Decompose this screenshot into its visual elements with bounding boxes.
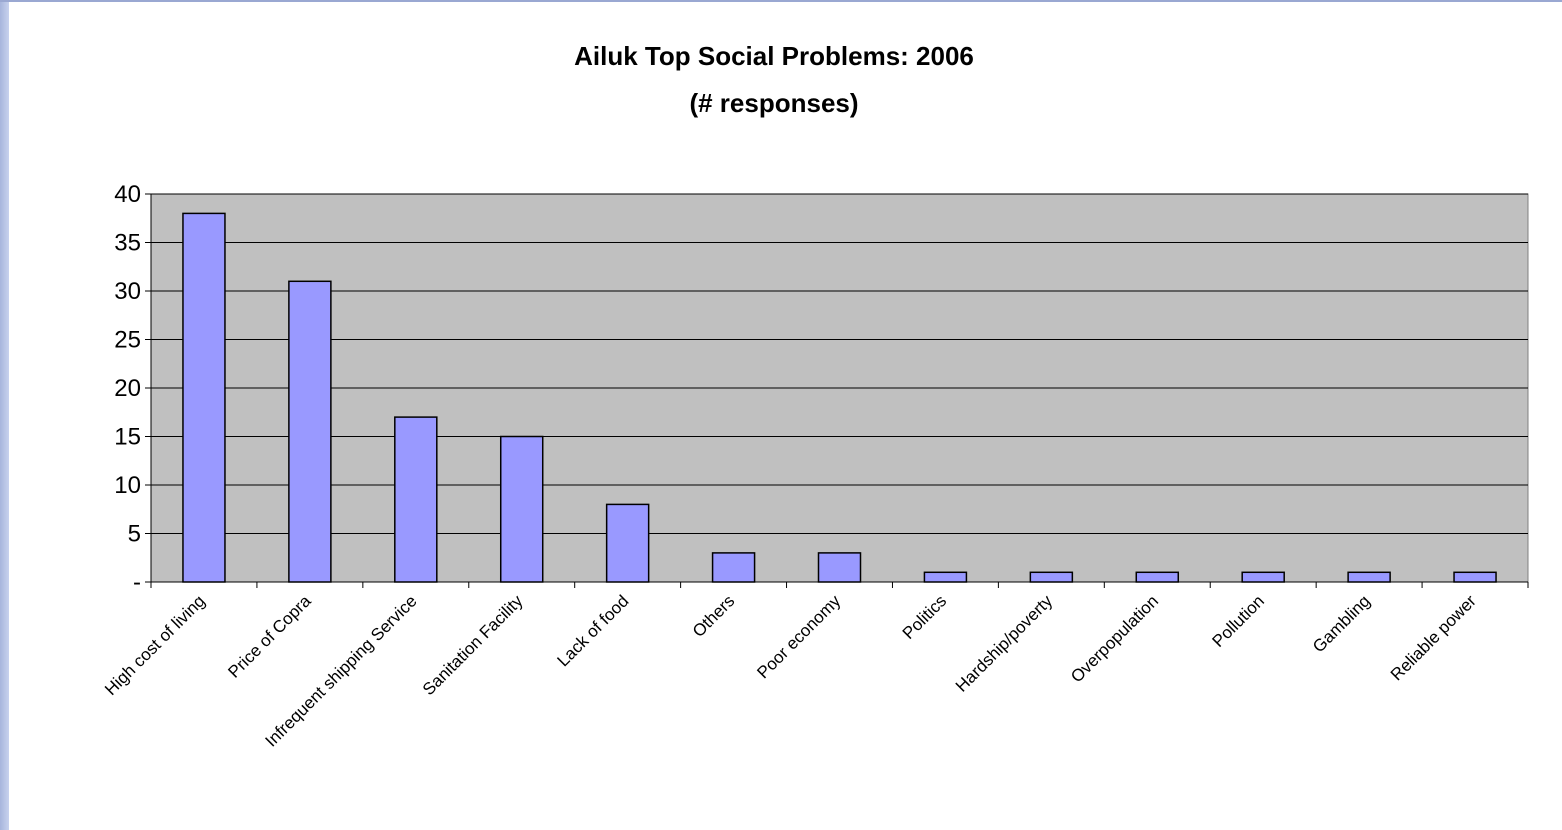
x-tick-label: Lack of food — [554, 591, 633, 670]
window-left-border — [0, 0, 9, 830]
y-tick-label: 20 — [114, 375, 141, 402]
bar — [394, 416, 438, 583]
bar — [1029, 571, 1074, 583]
chart-subtitle: (# responses) — [689, 88, 858, 118]
x-tick-label: Others — [689, 591, 739, 641]
x-axis: High cost of living Price of CopraInfrequ… — [101, 581, 1529, 751]
y-tick-label: 10 — [114, 472, 141, 499]
bars — [182, 212, 1497, 583]
y-tick-label: 40 — [114, 181, 141, 208]
x-tick-label: Reliable power — [1387, 591, 1480, 684]
y-tick-label: 25 — [114, 327, 141, 354]
x-tick-label: Overpopulation — [1067, 591, 1162, 686]
x-tick-label: Poor economy — [753, 591, 844, 682]
x-tick-label: Politics — [899, 591, 951, 643]
gridlines — [151, 193, 1528, 534]
bar — [1241, 571, 1285, 583]
x-tick-label: Sanitation Facility — [419, 591, 527, 699]
bar — [817, 552, 862, 583]
y-tick-label: - — [133, 569, 141, 596]
x-tick-label: Gambling — [1309, 591, 1374, 656]
bar — [288, 280, 332, 583]
chart-title: Ailuk Top Social Problems: 2006 — [574, 41, 974, 71]
bar — [605, 503, 650, 583]
bar — [499, 435, 544, 583]
x-tick-label: Hardship/poverty — [952, 591, 1057, 696]
bar — [1135, 571, 1180, 583]
chart: Ailuk Top Social Problems: 2006 (# respo… — [101, 41, 1529, 751]
x-tick-label: Pollution — [1208, 591, 1268, 651]
bar — [1453, 571, 1497, 583]
x-tick-label: Price of Copra — [224, 591, 315, 682]
bar — [182, 212, 226, 583]
x-tick-label: High cost of living — [101, 591, 209, 699]
y-tick-label: 35 — [114, 230, 141, 257]
bar — [1347, 571, 1391, 583]
window-top-border — [0, 0, 1562, 2]
y-tick-label: 5 — [128, 521, 141, 548]
chart-area: Ailuk Top Social Problems: 2006 (# respo… — [9, 2, 1562, 830]
bar — [711, 552, 756, 583]
y-tick-label: 30 — [114, 278, 141, 305]
bar — [923, 571, 968, 583]
y-tick-label: 15 — [114, 424, 141, 451]
y-axis: - 5 10 15 20 25 30 35 40 — [114, 181, 152, 596]
